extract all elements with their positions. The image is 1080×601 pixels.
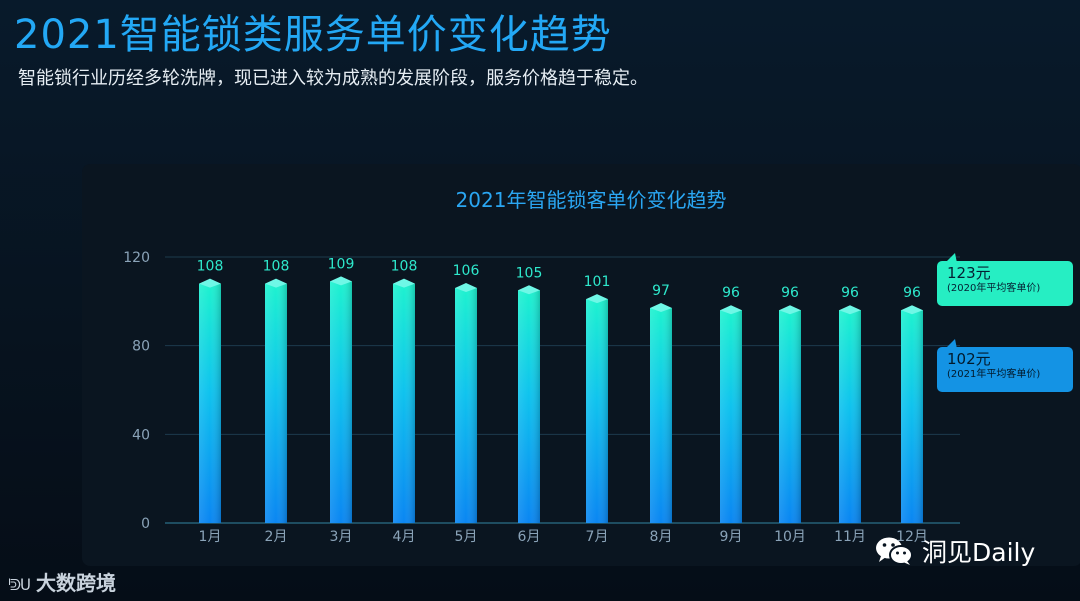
page-title: 2021智能锁类服务单价变化趋势	[14, 12, 612, 58]
data-label: 109	[328, 256, 355, 272]
x-tick-label: 3月	[330, 529, 353, 545]
data-label: 106	[453, 263, 480, 279]
bar-cap	[650, 302, 672, 312]
x-tick-label: 10月	[774, 529, 806, 545]
data-label: 96	[781, 285, 799, 301]
chart-title: 2021年智能锁客单价变化趋势	[455, 188, 727, 212]
bar-shade	[455, 288, 477, 523]
x-tick-label: 11月	[834, 529, 866, 545]
bar-cap	[455, 283, 477, 293]
bar-cap	[393, 278, 415, 288]
x-tick-label: 4月	[393, 529, 416, 545]
x-tick-label: 1月	[199, 529, 222, 545]
bar-cap	[586, 294, 608, 304]
x-tick-label: 9月	[720, 529, 743, 545]
x-tick-label: 5月	[455, 529, 478, 545]
watermark-left-text: 大数跨境	[36, 571, 117, 595]
data-label: 96	[841, 285, 859, 301]
data-label: 96	[903, 285, 921, 301]
callout-2021-value: 102元	[947, 350, 991, 368]
bar-cap	[330, 276, 352, 286]
x-tick-label: 8月	[650, 529, 673, 545]
bar-shade	[518, 290, 540, 523]
bar-shade	[265, 283, 287, 523]
x-tick-label: 2月	[265, 529, 288, 545]
callout-2020-desc: (2020年平均客单价)	[947, 283, 1041, 294]
y-tick-label: 80	[132, 339, 150, 355]
data-label: 108	[391, 259, 418, 275]
wechat-icon	[876, 537, 913, 565]
bar-shade	[199, 283, 221, 523]
bar-cap	[199, 278, 221, 288]
data-label: 105	[516, 265, 543, 281]
watermark-right-text: 洞见Daily	[922, 538, 1036, 567]
bar-shade	[839, 310, 861, 523]
bar-cap	[839, 305, 861, 315]
bar-cap	[779, 305, 801, 315]
bar-shade	[650, 307, 672, 523]
y-tick-label: 0	[141, 516, 150, 532]
watermark-right: 洞见Daily	[874, 534, 1035, 568]
bar-shade	[330, 281, 352, 523]
watermark-left: ᑊᕲᑌ 大数跨境	[8, 567, 116, 596]
bar-shade	[586, 299, 608, 523]
page-subtitle: 智能锁行业历经多轮洗牌，现已进入较为成熟的发展阶段，服务价格趋于稳定。	[18, 68, 648, 89]
callout-2021-average: 102元 (2021年平均客单价)	[937, 347, 1073, 392]
bar-cap	[518, 285, 540, 295]
bar-shade	[901, 310, 923, 523]
data-label: 101	[584, 274, 611, 290]
callout-2020-value: 123元	[947, 264, 991, 282]
data-label: 96	[722, 285, 740, 301]
bar-shade	[393, 283, 415, 523]
callout-2020-tail	[945, 253, 957, 263]
callout-2020-average: 123元 (2020年平均客单价)	[937, 261, 1073, 306]
data-label: 97	[652, 283, 670, 299]
y-tick-label: 120	[123, 250, 150, 266]
bar-shade	[720, 310, 742, 523]
x-tick-label: 6月	[518, 529, 541, 545]
bar-shade	[779, 310, 801, 523]
bar-cap	[265, 278, 287, 288]
data-label: 108	[263, 259, 290, 275]
callout-2021-tail	[945, 339, 957, 349]
x-tick-label: 12月	[896, 529, 928, 545]
data-label: 108	[197, 259, 224, 275]
bar-cap	[720, 305, 742, 315]
x-tick-label: 7月	[586, 529, 609, 545]
callout-2021-desc: (2021年平均客单价)	[947, 369, 1041, 380]
y-tick-label: 40	[132, 427, 150, 443]
bar-cap	[901, 305, 923, 315]
brand-logo-icon: ᑊᕲᑌ	[8, 576, 31, 594]
